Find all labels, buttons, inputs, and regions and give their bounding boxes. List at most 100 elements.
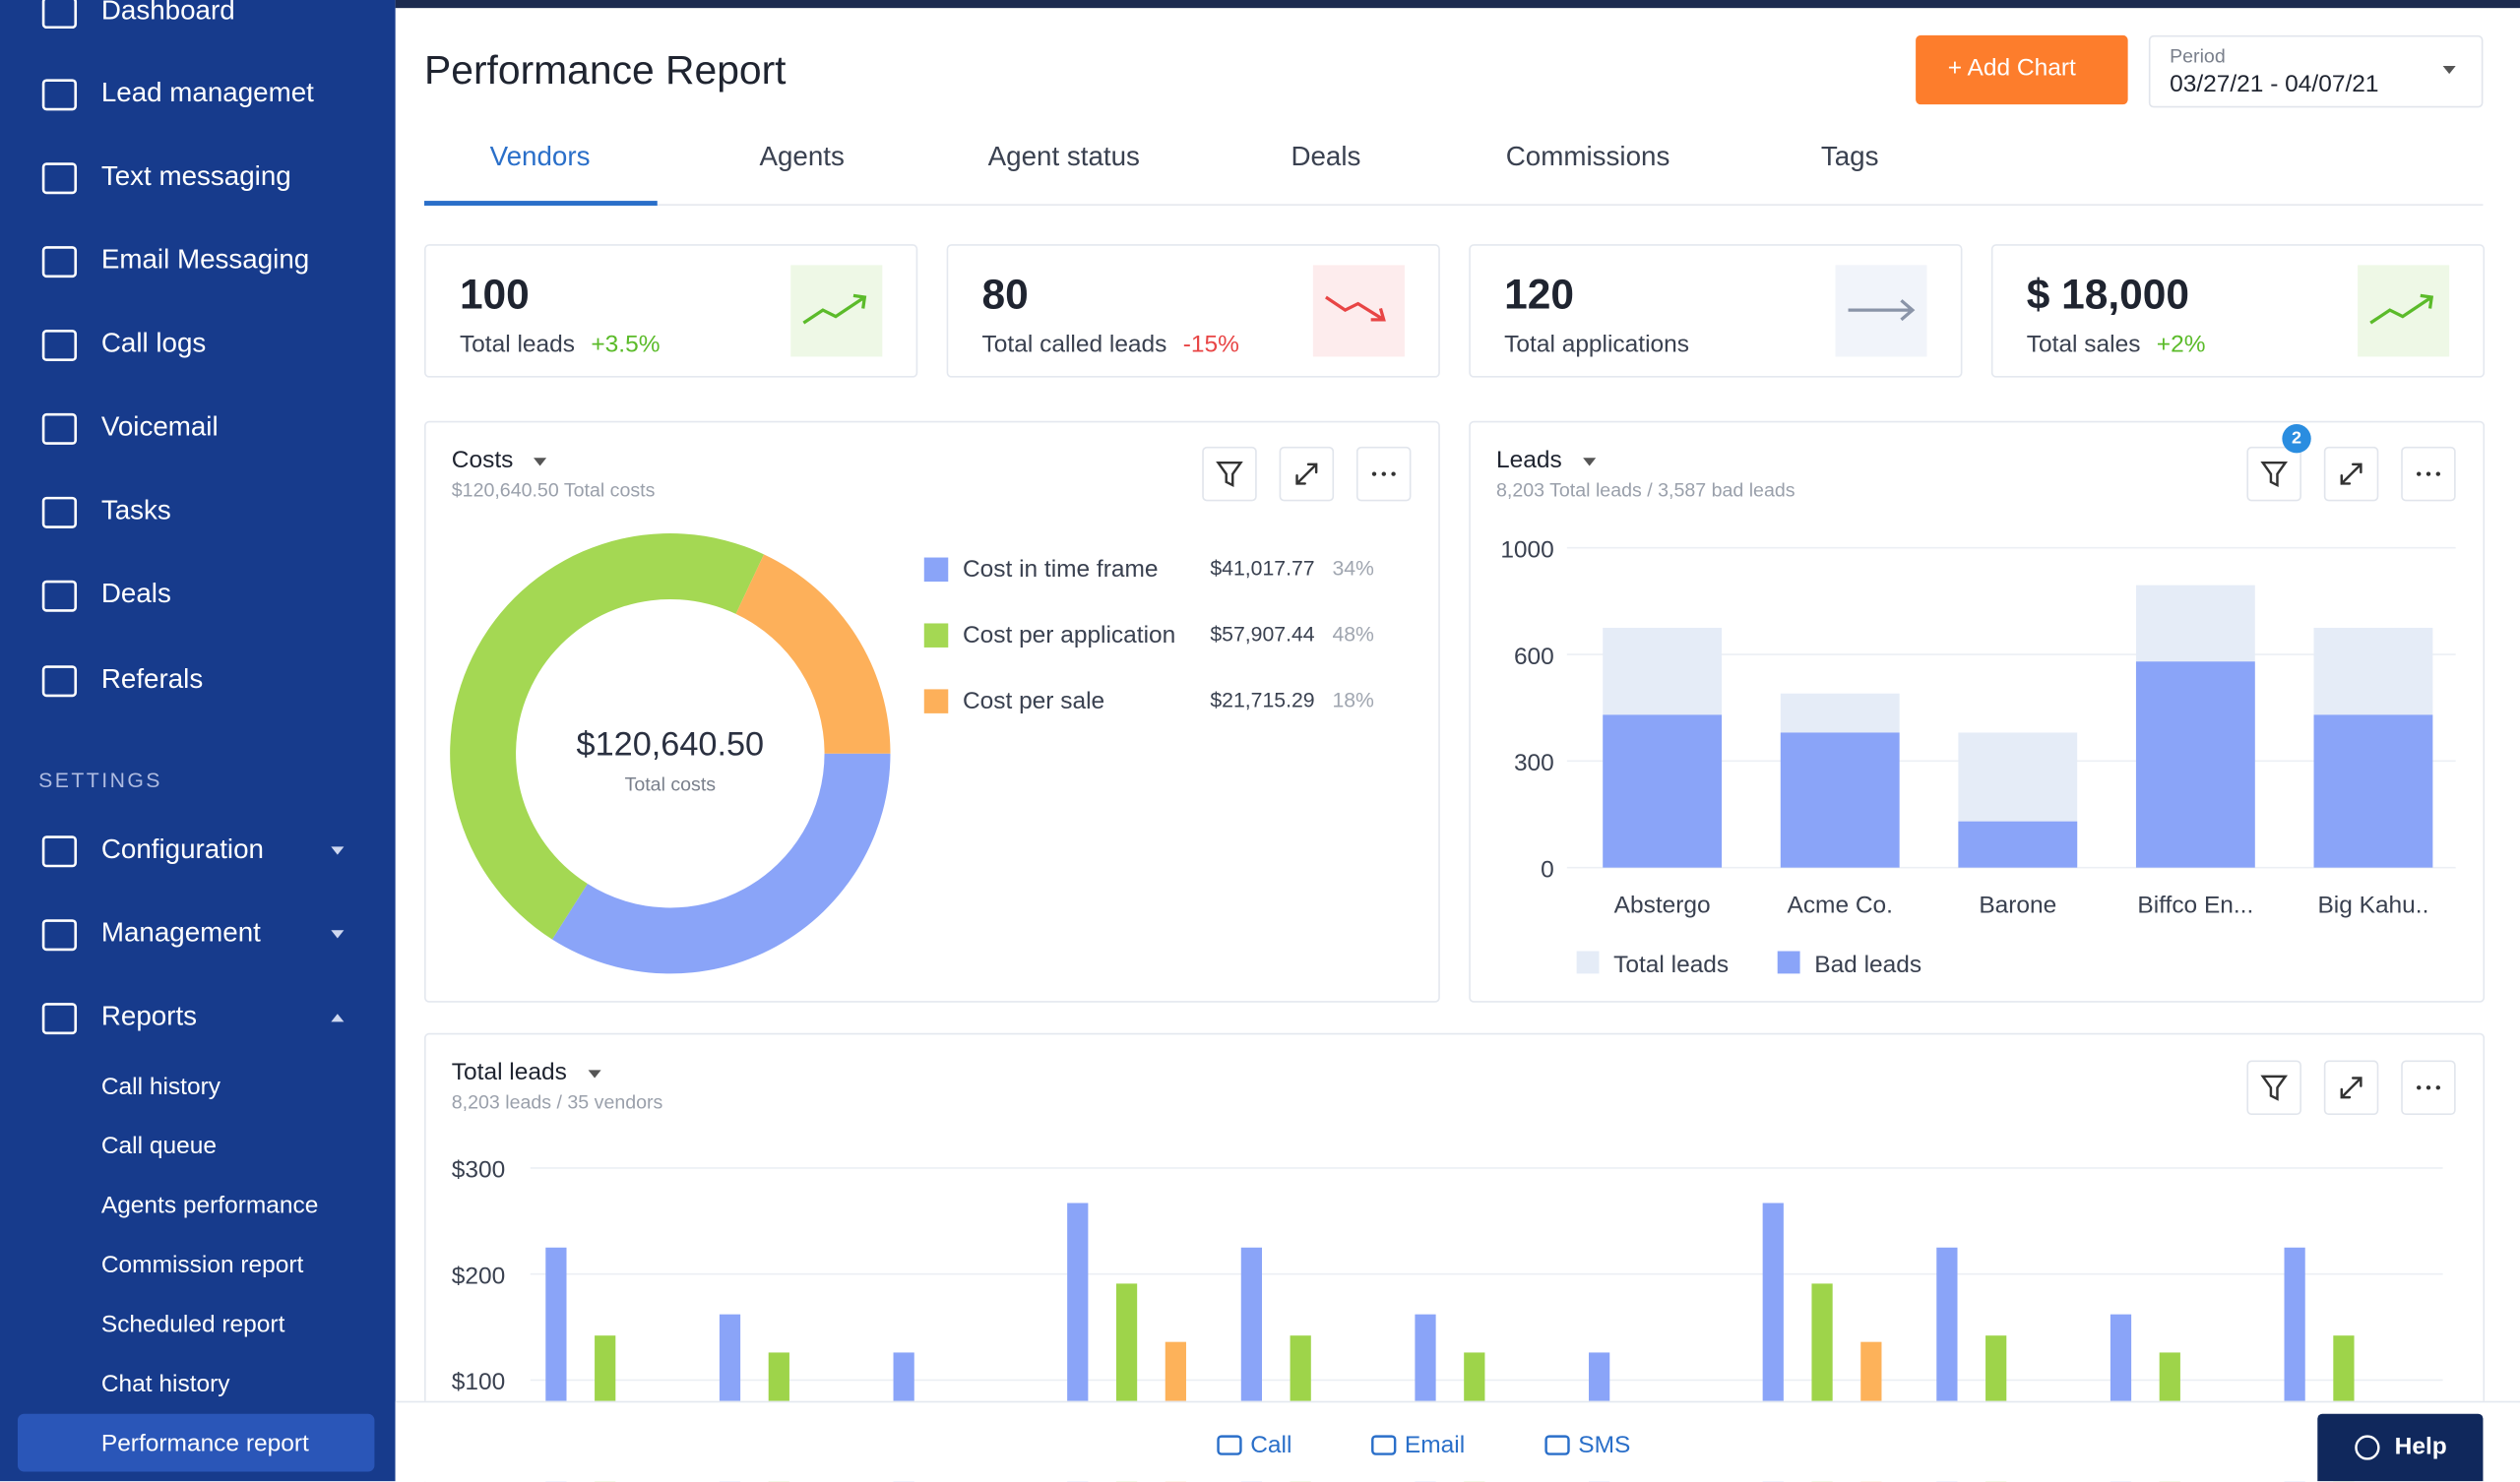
help-button[interactable]: Help (2317, 1413, 2484, 1482)
donut-center-value: $120,640.50 (577, 725, 765, 763)
kpi-change: -15% (1182, 331, 1239, 359)
sub-nav-item[interactable]: Chat history (100, 1370, 230, 1398)
kpi-icon-box (790, 265, 883, 357)
x-tick-label: Barone (1979, 892, 2056, 918)
expand-button[interactable] (2323, 1060, 2379, 1116)
kpi-icon-box (1835, 265, 1927, 357)
add-chart-button[interactable]: + Add Chart (1916, 34, 2128, 105)
more-button[interactable] (2401, 1060, 2456, 1116)
tab[interactable]: Deals (1291, 141, 1361, 172)
filter-button[interactable] (1202, 446, 1257, 502)
tab[interactable]: Agents (759, 141, 845, 172)
sub-nav-item[interactable]: Call history (100, 1073, 220, 1101)
nav-icon (41, 1003, 78, 1035)
sub-nav-item[interactable]: Scheduled report (100, 1311, 285, 1338)
kpi-label: Total leads (459, 331, 576, 359)
tab[interactable]: Commissions (1505, 141, 1670, 172)
sub-nav-item[interactable]: Commission report (100, 1251, 304, 1279)
period-value: 03/27/21 - 04/07/21 (2170, 70, 2379, 98)
caret (331, 1014, 345, 1022)
help-icon (2355, 1435, 2380, 1460)
icon-shape (41, 665, 78, 698)
nav-item[interactable]: Tasks (100, 494, 171, 525)
expand-button[interactable] (1279, 446, 1335, 502)
filter-button[interactable] (2246, 1060, 2301, 1116)
tab[interactable]: Vendors (489, 141, 591, 172)
period-select[interactable]: Period 03/27/21 - 04/07/21 (2148, 34, 2484, 108)
footer-icon (1217, 1435, 1242, 1455)
footer-link[interactable]: SMS (1578, 1431, 1631, 1459)
legend-label: Bad leads (1814, 952, 1922, 978)
legend-amount: $57,907.44 (1210, 623, 1314, 646)
icon-shape (41, 1003, 78, 1035)
nav-item[interactable]: Referals (100, 663, 204, 695)
caret-shape (331, 1014, 345, 1022)
nav-item[interactable]: Voicemail (100, 410, 219, 442)
nav-icon (41, 580, 78, 612)
nav-item[interactable]: Deals (100, 578, 171, 609)
icon-shape (2340, 463, 2362, 485)
caret-shape (331, 930, 345, 939)
icon-shape (41, 0, 78, 30)
value-label: 34% (1332, 557, 1374, 580)
kpi-value: 80 (981, 270, 1029, 319)
card (1469, 420, 2486, 1003)
nav-item[interactable]: Configuration (100, 834, 264, 865)
icon-shape (1217, 1435, 1242, 1455)
nav-icon (41, 496, 78, 528)
tool-icon (2260, 1075, 2289, 1101)
nav-item[interactable]: Management (100, 917, 261, 949)
tool-icon (1216, 461, 1243, 488)
nav-item[interactable]: Reports (100, 1001, 198, 1032)
caret (331, 930, 345, 939)
kpi-card: 120 Total applications (1469, 244, 1963, 378)
tab[interactable]: Agent status (987, 141, 1140, 172)
more-button[interactable] (1355, 446, 1412, 502)
sidebar: Dashboard Lead managemet Text messaging Ema… (0, 0, 396, 1482)
legend-swatch (923, 623, 949, 648)
tab[interactable]: Tags (1820, 141, 1879, 172)
chart-title: Total leads (451, 1058, 567, 1086)
tab-underline (424, 201, 658, 206)
chart-subtitle: 8,203 Total leads / 3,587 bad leads (1495, 478, 1796, 502)
tool-icon (1295, 463, 1318, 485)
sub-nav-item[interactable]: Call queue (100, 1133, 217, 1160)
card (424, 1032, 2486, 1482)
kpi-change: +2% (2156, 331, 2206, 359)
nav-item[interactable]: Text messaging (100, 160, 291, 192)
caret (1582, 458, 1596, 466)
icon-shape (41, 580, 78, 612)
kpi-icon (802, 293, 867, 325)
icon-shape (2260, 461, 2289, 488)
sub-nav-item[interactable]: Agents performance (100, 1192, 319, 1220)
nav-item[interactable]: Call logs (100, 328, 207, 359)
y-tick-label: 600 (1514, 644, 1554, 670)
bar (1780, 732, 1900, 868)
tab-divider (424, 204, 2484, 206)
nav-item[interactable]: Dashboard (100, 0, 235, 27)
more-button[interactable] (2401, 446, 2456, 502)
trend-arrow (1325, 295, 1386, 322)
legend-label: Cost per application (963, 622, 1175, 648)
icon-shape (2340, 1077, 2362, 1099)
nav-item[interactable]: Lead managemet (100, 77, 314, 108)
expand-button[interactable] (2323, 446, 2379, 502)
caret (588, 1070, 601, 1079)
kpi-value: 120 (1504, 270, 1575, 319)
icon-shape (41, 835, 78, 868)
sub-nav-item[interactable]: Performance report (100, 1430, 309, 1457)
filter-button[interactable] (2246, 446, 2301, 502)
kpi-icon (1325, 295, 1386, 322)
caret (534, 458, 547, 466)
footer-link[interactable]: Email (1404, 1431, 1466, 1459)
nav-icon (41, 665, 78, 698)
legend-swatch (923, 557, 949, 583)
nav-item[interactable]: Email Messaging (100, 244, 310, 276)
chart-subtitle: $120,640.50 Total costs (451, 478, 656, 502)
icon-shape (41, 330, 78, 362)
footer-link[interactable]: Call (1250, 1431, 1292, 1459)
y-tick-label: 1000 (1500, 537, 1553, 564)
